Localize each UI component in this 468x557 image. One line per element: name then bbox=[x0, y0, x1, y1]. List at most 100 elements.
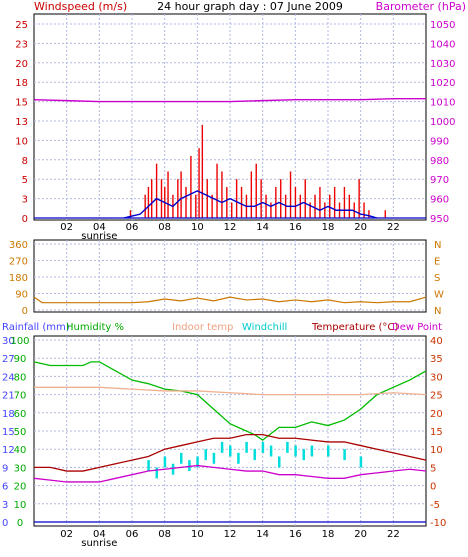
wind-gust-bar bbox=[319, 186, 321, 218]
wind-average-line bbox=[123, 190, 378, 219]
wind-gust-bar bbox=[190, 155, 192, 218]
rainfall-tick-label: 6 bbox=[2, 482, 8, 493]
humidity-tick-label: 90 bbox=[14, 354, 27, 365]
windchill-mark bbox=[261, 441, 265, 453]
barometer-tick-label: 950 bbox=[430, 214, 449, 225]
direction-tick-label: 90 bbox=[15, 290, 28, 301]
humidity-tick-label: 100 bbox=[10, 336, 29, 347]
wind-x-tick-label: 16 bbox=[289, 222, 302, 233]
temp-x-tick-label: 14 bbox=[256, 529, 269, 540]
windchill-mark bbox=[147, 460, 150, 472]
windspeed-axis-title: Windspeed (m/s) bbox=[34, 0, 127, 13]
temp-x-tick-label: 10 bbox=[191, 529, 204, 540]
wind-gust-bar bbox=[384, 210, 386, 218]
direction-tick-label: 270 bbox=[9, 257, 28, 268]
barometer-axis-title: Barometer (hPa) bbox=[376, 0, 466, 13]
humidity-tick-label: 60 bbox=[14, 409, 27, 420]
wind-gust-bar bbox=[353, 202, 355, 218]
dewpoint-line bbox=[33, 464, 427, 483]
windchill-mark bbox=[286, 441, 289, 453]
barometer-line bbox=[33, 97, 426, 103]
wind-gust-bar bbox=[201, 124, 204, 218]
barometer-tick-label: 1010 bbox=[430, 98, 455, 109]
rainfall-tick-label: 27 bbox=[2, 354, 15, 365]
temperature-tick-label: 25 bbox=[430, 391, 443, 402]
temp-sunrise-label: sunrise bbox=[81, 538, 117, 549]
wind-x-tick-label: 02 bbox=[60, 222, 73, 233]
temp-x-tick-label: 22 bbox=[387, 529, 400, 540]
wind-x-tick-label: 04 bbox=[93, 222, 106, 233]
windchill-mark bbox=[310, 445, 314, 457]
barometer-tick-label: 1050 bbox=[430, 20, 455, 31]
temperature-tick-label: -10 bbox=[430, 518, 446, 529]
wind-x-tick-label: 18 bbox=[322, 222, 335, 233]
temperature-tick-label: 0 bbox=[430, 482, 436, 493]
temp-x-tick-label: 12 bbox=[224, 529, 237, 540]
windchill-mark bbox=[180, 452, 183, 464]
indoor-temp-line bbox=[34, 386, 427, 396]
rainfall-label: Rainfall (mm) bbox=[2, 322, 70, 333]
barometer-tick-label: 1020 bbox=[430, 78, 455, 89]
temp-x-tick-label: 20 bbox=[354, 529, 367, 540]
direction-tick-label: 180 bbox=[9, 273, 28, 284]
windchill-mark bbox=[155, 467, 158, 479]
wind-gust-bar bbox=[185, 186, 187, 218]
wind-direction-line bbox=[33, 296, 427, 304]
wind-sunrise-label: sunrise bbox=[81, 231, 117, 242]
chart-title: 24 hour graph day : 07 June 2009 bbox=[157, 0, 343, 13]
wind-gust-bar bbox=[235, 179, 238, 218]
temp-x-tick-label: 08 bbox=[158, 529, 171, 540]
dewpoint-label: Dew Point bbox=[392, 322, 442, 333]
wind-tick-label: 3 bbox=[22, 195, 28, 206]
wind-gust-bar bbox=[147, 186, 150, 218]
wind-gust-bar bbox=[309, 202, 311, 218]
direction-tick-label: 360 bbox=[9, 240, 28, 251]
humidity-tick-label: 20 bbox=[14, 482, 27, 493]
wind-gust-bar bbox=[275, 186, 277, 218]
wind-gust-bar bbox=[250, 171, 253, 218]
direction-compass-label: W bbox=[434, 290, 444, 301]
humidity-tick-label: 80 bbox=[14, 372, 27, 383]
wind-x-tick-label: 20 bbox=[354, 222, 367, 233]
temperature-tick-label: 10 bbox=[430, 445, 443, 456]
rainfall-tick-label: 24 bbox=[2, 372, 15, 383]
temperature-tick-label: 15 bbox=[430, 427, 443, 438]
humidity-tick-label: 10 bbox=[14, 500, 27, 511]
wind-panel bbox=[33, 13, 427, 221]
rainfall-tick-label: 30 bbox=[2, 336, 15, 347]
humidity-tick-label: 0 bbox=[17, 518, 23, 529]
wind-gust-bar bbox=[299, 194, 302, 218]
wind-gust-bar bbox=[358, 179, 360, 218]
wind-gust-bar bbox=[270, 202, 272, 218]
temp-x-tick-label: 02 bbox=[60, 529, 73, 540]
windchill-mark bbox=[204, 449, 207, 461]
wind-tick-label: 23 bbox=[15, 39, 28, 50]
wind-gust-bar bbox=[216, 163, 218, 218]
wind-tick-label: 10 bbox=[15, 136, 28, 147]
direction-compass-label: N bbox=[434, 240, 441, 251]
windchill-label: Windchill bbox=[242, 322, 287, 333]
temperature-label: Temperature (°C) bbox=[311, 322, 398, 333]
wind-gust-bar bbox=[314, 194, 316, 218]
barometer-tick-label: 990 bbox=[430, 136, 449, 147]
wind-gust-bar bbox=[294, 186, 297, 218]
windchill-mark bbox=[196, 456, 199, 468]
wind-gust-bar bbox=[343, 186, 346, 218]
wind-tick-label: 15 bbox=[15, 98, 28, 109]
wind-gust-bar bbox=[195, 194, 197, 218]
barometer-tick-label: 1040 bbox=[430, 39, 455, 50]
windchill-mark bbox=[278, 456, 281, 468]
wind-gust-bar bbox=[348, 194, 351, 218]
wind-gust-bar bbox=[289, 171, 292, 218]
humidity-tick-label: 40 bbox=[14, 445, 27, 456]
indoor-temp-label: Indoor temp bbox=[172, 322, 233, 333]
rainfall-tick-label: 21 bbox=[2, 391, 15, 402]
direction-compass-label: S bbox=[434, 273, 440, 284]
wind-gust-bar bbox=[265, 194, 267, 218]
wind-tick-label: 0 bbox=[22, 214, 28, 225]
wind-gust-bar bbox=[129, 210, 132, 218]
wind-x-tick-label: 10 bbox=[191, 222, 204, 233]
wind-x-tick-label: 06 bbox=[126, 222, 139, 233]
